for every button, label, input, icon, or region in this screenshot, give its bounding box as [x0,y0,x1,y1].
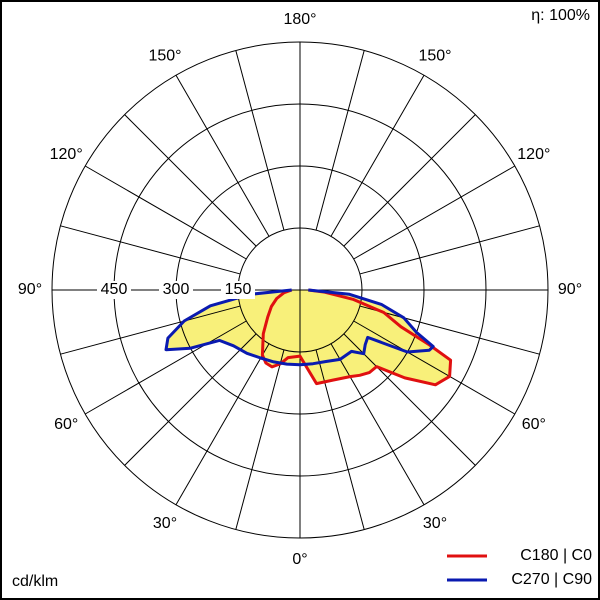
unit-label: cd/klm [12,573,58,590]
radial-grid-line [235,50,285,231]
radial-grid-line [60,225,241,275]
radial-grid-line [359,225,540,275]
radial-grid-line [353,320,516,415]
radial-grid-line [124,114,257,247]
r-tick-label: 450 [101,281,128,298]
angle-tick-label: 90° [18,281,42,298]
r-tick-label: 300 [163,281,190,298]
curve-line [164,288,435,367]
radial-grid-line [235,349,285,530]
radial-grid-line [175,343,270,506]
angle-tick-label: 120° [517,146,550,163]
angle-tick-label: 180° [283,11,316,28]
radial-grid-line [343,114,476,247]
radial-grid-line [359,305,540,355]
angle-tick-label: 0° [292,551,307,568]
radial-grid-line [84,165,247,260]
angle-tick-label: 90° [558,281,582,298]
radial-grid-line [124,333,257,466]
radial-grid-line [84,320,247,415]
radial-grid-line [60,305,241,355]
angle-tick-label: 120° [50,146,83,163]
angle-tick-label: 30° [153,515,177,532]
radial-grid-line [330,343,425,506]
legend-label: C270 | C90 [511,571,592,588]
angle-tick-label: 150° [418,47,451,64]
r-tick-label-bg [221,281,255,299]
r-tick-label: 150 [225,281,252,298]
radial-grid-line [315,349,365,530]
r-tick-label-bg [97,281,131,299]
legend-label: C180 | C0 [520,547,592,564]
radial-grid-line [343,333,476,466]
angle-tick-label: 60° [522,416,546,433]
radial-grid-line [315,50,365,231]
radial-grid-line [353,165,516,260]
efficiency-annotation: η: 100% [531,7,590,24]
radial-grid-line [330,74,425,237]
angle-tick-label: 150° [148,47,181,64]
angle-tick-label: 30° [423,515,447,532]
r-tick-label-bg [159,281,193,299]
curve-line [260,288,453,387]
radial-grid-line [175,74,270,237]
angle-tick-label: 60° [54,416,78,433]
